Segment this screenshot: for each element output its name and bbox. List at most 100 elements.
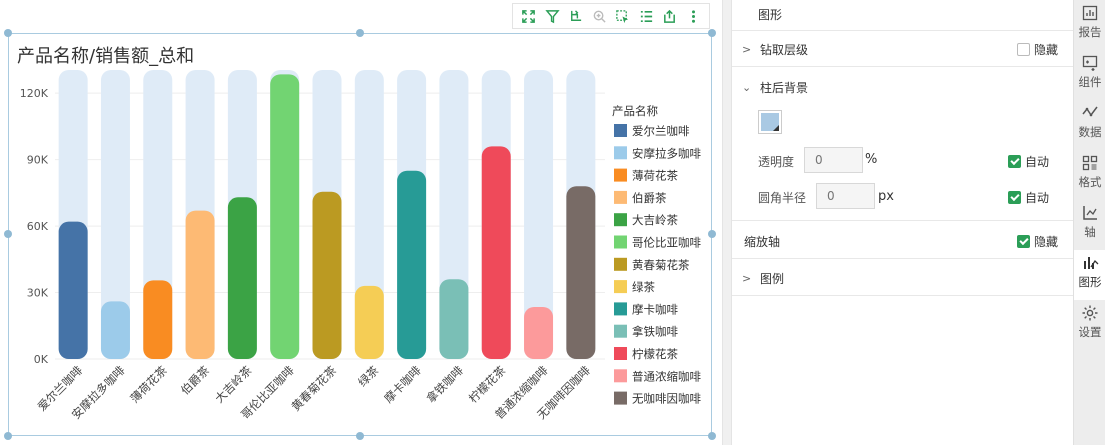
bar-background-section: ⌄ 柱后背景: [732, 66, 1073, 220]
bar[interactable]: [270, 74, 300, 360]
chart-title: 产品名称/销售额_总和: [17, 46, 195, 67]
checkbox-checked-icon: [1008, 191, 1021, 204]
bar[interactable]: [566, 186, 596, 359]
zoom-axis-label: 缩放轴: [744, 235, 781, 249]
x-tick-label: 伯爵茶: [178, 363, 213, 398]
legend-item[interactable]: 薄荷花茶: [632, 169, 678, 183]
bar[interactable]: [312, 191, 342, 359]
legend-swatch: [614, 124, 627, 137]
y-tick-label: 90K: [27, 154, 49, 167]
panel-splitter[interactable]: [722, 0, 732, 445]
bar[interactable]: [397, 170, 427, 359]
drill-button[interactable]: [567, 7, 585, 25]
bar[interactable]: [524, 306, 554, 359]
x-tick-label: 大吉岭茶: [212, 363, 255, 406]
resize-handle-middle-right[interactable]: [708, 230, 716, 238]
sidebar-item-report[interactable]: 报告: [1074, 0, 1105, 50]
fullscreen-button[interactable]: [520, 7, 538, 25]
x-tick-label: 绿茶: [355, 363, 382, 390]
legend-item[interactable]: 大吉岭茶: [632, 213, 678, 227]
y-tick-label: 120K: [20, 87, 49, 100]
more-button[interactable]: [684, 7, 702, 25]
resize-handle-bottom-center[interactable]: [356, 432, 364, 440]
drill-hide-checkbox[interactable]: 隐藏: [1017, 41, 1058, 58]
sidebar-item-data[interactable]: 数据: [1074, 100, 1105, 150]
sidebar-item-format[interactable]: 格式: [1074, 150, 1105, 200]
bar[interactable]: [100, 301, 130, 359]
chart-toolbar: [512, 3, 710, 29]
legend-item[interactable]: 安摩拉多咖啡: [632, 146, 701, 160]
radius-label: 圆角半径: [758, 191, 807, 205]
zoom-axis-section: 缩放轴 隐藏: [732, 220, 1073, 258]
legend-swatch: [614, 347, 627, 360]
sidebar-item-axis[interactable]: 轴: [1074, 200, 1105, 250]
zoom-axis-hide-label: 隐藏: [1034, 235, 1059, 249]
filter-icon: [545, 9, 560, 23]
bar[interactable]: [439, 279, 469, 359]
sidebar-item-component[interactable]: 组件: [1074, 50, 1105, 100]
drill-hide-label: 隐藏: [1034, 43, 1059, 57]
legend-item[interactable]: 黄春菊花茶: [632, 258, 690, 272]
y-tick-label: 60K: [27, 220, 49, 233]
legend-item[interactable]: 伯爵茶: [632, 191, 667, 205]
legend-item[interactable]: 拿铁咖啡: [632, 325, 678, 339]
legend-title: 产品名称: [612, 104, 658, 118]
export-button[interactable]: [661, 7, 679, 25]
zoom-button[interactable]: [590, 7, 608, 25]
list-icon: [640, 10, 652, 22]
sidebar-label-report: 报告: [1078, 25, 1102, 39]
opacity-unit: %: [865, 152, 878, 167]
opacity-label: 透明度: [758, 155, 795, 169]
legend-section-header[interactable]: > 图例: [742, 270, 784, 287]
sidebar-item-graph[interactable]: 图形: [1074, 250, 1105, 300]
settings-icon: [1082, 305, 1098, 321]
bar[interactable]: [143, 280, 173, 359]
legend-item[interactable]: 无咖啡因咖啡: [632, 392, 701, 406]
x-tick-label: 薄荷花茶: [127, 363, 170, 406]
legend: 产品名称 爱尔兰咖啡安摩拉多咖啡薄荷花茶伯爵茶大吉岭茶哥伦比亚咖啡黄春菊花茶绿茶…: [612, 104, 701, 406]
opacity-input[interactable]: [804, 147, 863, 173]
checkbox-checked-icon: [1017, 235, 1030, 248]
legend-item[interactable]: 柠檬花茶: [632, 347, 678, 361]
legend-swatch: [614, 146, 627, 160]
bar-background-color-picker[interactable]: [758, 110, 782, 134]
resize-handle-top-right[interactable]: [708, 29, 716, 37]
radius-input[interactable]: [816, 183, 875, 209]
resize-handle-bottom-left[interactable]: [4, 432, 12, 440]
bar[interactable]: [481, 146, 511, 359]
opacity-auto-checkbox[interactable]: 自动: [1008, 153, 1049, 170]
legend-swatch: [614, 235, 627, 249]
component-icon: [1082, 55, 1098, 71]
legend-item[interactable]: 普通浓缩咖啡: [632, 369, 701, 383]
filter-button[interactable]: [543, 7, 561, 25]
select-button[interactable]: [614, 7, 632, 25]
fullscreen-icon: [522, 9, 536, 23]
drill-section-header[interactable]: > 钻取层级: [742, 41, 808, 58]
bar[interactable]: [354, 285, 384, 359]
resize-handle-top-center[interactable]: [356, 29, 364, 37]
sidebar-label-data: 数据: [1078, 125, 1102, 139]
bar[interactable]: [227, 197, 257, 359]
y-tick-label: 0K: [34, 353, 49, 366]
resize-handle-bottom-right[interactable]: [708, 432, 716, 440]
sidebar-item-settings[interactable]: 设置: [1074, 300, 1105, 350]
legend-item[interactable]: 摩卡咖啡: [632, 302, 678, 316]
bar-background: [100, 70, 130, 359]
color-swatch-fill: [761, 113, 779, 131]
legend-item[interactable]: 哥伦比亚咖啡: [632, 236, 701, 250]
resize-handle-top-left[interactable]: [4, 29, 12, 37]
sidebar-label-axis: 轴: [1084, 225, 1096, 239]
legend-swatch: [614, 324, 627, 338]
zoom-axis-hide-checkbox[interactable]: 隐藏: [1017, 233, 1058, 250]
radius-auto-checkbox[interactable]: 自动: [1008, 189, 1049, 206]
bar[interactable]: [185, 210, 215, 359]
bar[interactable]: [58, 221, 88, 359]
legend-swatch: [614, 280, 627, 294]
report-icon: [1082, 5, 1098, 21]
list-view-button[interactable]: [637, 7, 655, 25]
resize-handle-middle-left[interactable]: [4, 230, 12, 238]
legend-item[interactable]: 爱尔兰咖啡: [632, 124, 690, 138]
bar-background-section-header[interactable]: ⌄ 柱后背景: [742, 79, 808, 96]
x-tick-label: 拿铁咖啡: [424, 363, 467, 406]
legend-item[interactable]: 绿茶: [632, 280, 655, 294]
